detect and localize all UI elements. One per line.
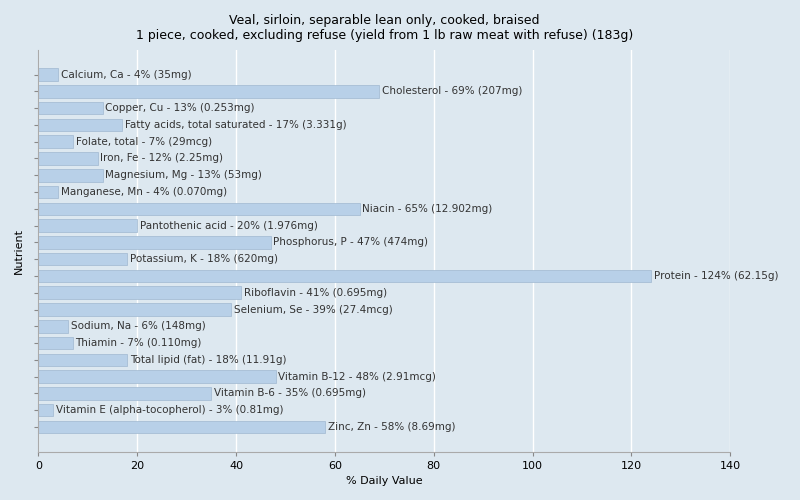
Text: Copper, Cu - 13% (0.253mg): Copper, Cu - 13% (0.253mg) — [105, 103, 254, 113]
Text: Zinc, Zn - 58% (8.69mg): Zinc, Zn - 58% (8.69mg) — [327, 422, 455, 432]
Bar — [38, 152, 98, 165]
Bar — [38, 85, 379, 98]
Text: Cholesterol - 69% (207mg): Cholesterol - 69% (207mg) — [382, 86, 522, 97]
Text: Selenium, Se - 39% (27.4mcg): Selenium, Se - 39% (27.4mcg) — [234, 304, 393, 314]
Bar — [38, 202, 360, 215]
Text: Manganese, Mn - 4% (0.070mg): Manganese, Mn - 4% (0.070mg) — [61, 187, 227, 197]
Text: Vitamin E (alpha-tocopherol) - 3% (0.81mg): Vitamin E (alpha-tocopherol) - 3% (0.81m… — [56, 405, 283, 415]
Text: Thiamin - 7% (0.110mg): Thiamin - 7% (0.110mg) — [75, 338, 202, 348]
Bar — [38, 320, 68, 332]
Text: Potassium, K - 18% (620mg): Potassium, K - 18% (620mg) — [130, 254, 278, 264]
Text: Sodium, Na - 6% (148mg): Sodium, Na - 6% (148mg) — [70, 322, 206, 332]
Text: Total lipid (fat) - 18% (11.91g): Total lipid (fat) - 18% (11.91g) — [130, 355, 286, 365]
Text: Phosphorus, P - 47% (474mg): Phosphorus, P - 47% (474mg) — [273, 238, 428, 248]
Text: Fatty acids, total saturated - 17% (3.331g): Fatty acids, total saturated - 17% (3.33… — [125, 120, 346, 130]
Bar — [38, 286, 241, 299]
Bar — [38, 420, 325, 434]
Text: Folate, total - 7% (29mcg): Folate, total - 7% (29mcg) — [75, 136, 212, 146]
Bar — [38, 102, 102, 115]
Bar — [38, 186, 58, 198]
Text: Vitamin B-12 - 48% (2.91mcg): Vitamin B-12 - 48% (2.91mcg) — [278, 372, 436, 382]
X-axis label: % Daily Value: % Daily Value — [346, 476, 422, 486]
Bar — [38, 270, 651, 282]
Text: Riboflavin - 41% (0.695mg): Riboflavin - 41% (0.695mg) — [243, 288, 386, 298]
Text: Pantothenic acid - 20% (1.976mg): Pantothenic acid - 20% (1.976mg) — [140, 220, 318, 230]
Y-axis label: Nutrient: Nutrient — [14, 228, 24, 274]
Text: Protein - 124% (62.15g): Protein - 124% (62.15g) — [654, 271, 778, 281]
Text: Iron, Fe - 12% (2.25mg): Iron, Fe - 12% (2.25mg) — [100, 154, 223, 164]
Bar — [38, 220, 138, 232]
Bar — [38, 169, 102, 181]
Text: Vitamin B-6 - 35% (0.695mg): Vitamin B-6 - 35% (0.695mg) — [214, 388, 366, 398]
Title: Veal, sirloin, separable lean only, cooked, braised
1 piece, cooked, excluding r: Veal, sirloin, separable lean only, cook… — [136, 14, 633, 42]
Bar — [38, 370, 276, 383]
Bar — [38, 354, 127, 366]
Bar — [38, 68, 58, 81]
Text: Calcium, Ca - 4% (35mg): Calcium, Ca - 4% (35mg) — [61, 70, 191, 80]
Bar — [38, 303, 231, 316]
Text: Niacin - 65% (12.902mg): Niacin - 65% (12.902mg) — [362, 204, 492, 214]
Bar — [38, 404, 54, 416]
Bar — [38, 337, 73, 349]
Bar — [38, 387, 211, 400]
Text: Magnesium, Mg - 13% (53mg): Magnesium, Mg - 13% (53mg) — [105, 170, 262, 180]
Bar — [38, 136, 73, 148]
Bar — [38, 253, 127, 266]
Bar — [38, 118, 122, 131]
Bar — [38, 236, 270, 248]
